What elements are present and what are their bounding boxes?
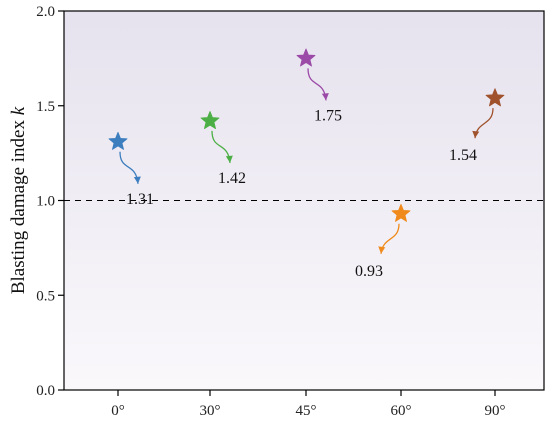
data-label: 0.93 <box>355 263 383 280</box>
annotation-arrowhead <box>225 155 233 163</box>
y-axis-title-text: Blasting damage index <box>8 115 29 294</box>
data-point-group: 1.54 <box>449 88 505 164</box>
y-tick-label: 0.5 <box>36 288 55 304</box>
x-tick-label: 90° <box>485 403 506 419</box>
data-point-group: 1.31 <box>108 131 154 208</box>
star-marker <box>485 88 505 107</box>
y-tick-label: 0.0 <box>36 383 55 399</box>
annotation-arrowhead <box>133 176 141 184</box>
y-tick-label: 2.0 <box>36 4 55 20</box>
data-label: 1.31 <box>126 191 154 208</box>
y-tick-label: 1.0 <box>36 194 55 210</box>
annotation-arrowhead <box>321 93 329 101</box>
star-marker <box>391 203 411 222</box>
data-point-group: 0.93 <box>355 203 411 280</box>
data-label: 1.42 <box>218 170 246 187</box>
annotation-arrowhead <box>472 130 480 139</box>
data-point-group: 1.42 <box>200 111 246 187</box>
x-tick-label: 45° <box>296 403 317 419</box>
star-marker <box>296 48 316 67</box>
y-axis-title: Blasting damage index k <box>8 106 29 294</box>
star-marker <box>108 131 128 150</box>
star-marker <box>200 111 220 129</box>
y-tick-label: 1.5 <box>36 99 55 115</box>
y-axis-title-italic: k <box>8 106 29 115</box>
annotation-arrowhead <box>378 246 386 254</box>
axes: 0.0 0.5 1.0 1.5 2.0 0° 30° 45° 60° 90° <box>36 4 505 419</box>
x-tick-label: 0° <box>111 403 125 419</box>
data-point-group: 1.75 <box>296 48 342 124</box>
data-marks: 1.31 1.42 1.75 0.93 1.54 <box>108 48 505 280</box>
x-tick-label: 60° <box>391 403 412 419</box>
data-label: 1.75 <box>314 107 342 124</box>
data-label: 1.54 <box>449 147 477 164</box>
x-tick-label: 30° <box>200 403 221 419</box>
